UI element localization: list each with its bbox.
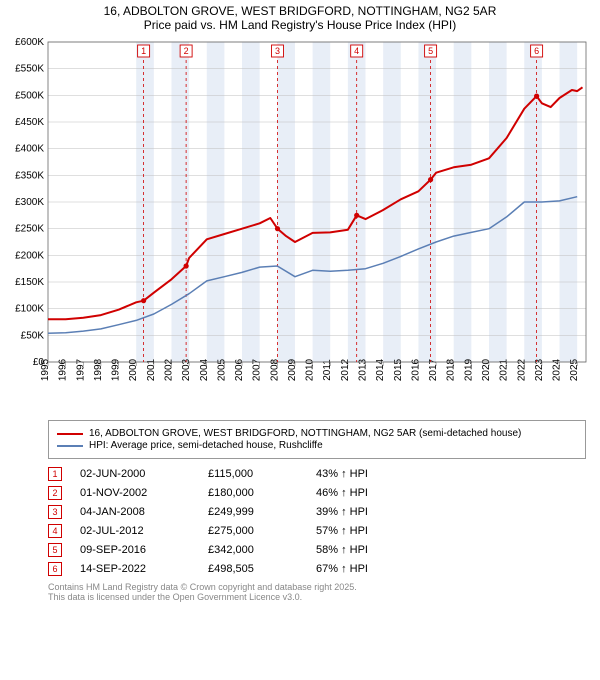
data-attribution: Contains HM Land Registry data © Crown c… <box>48 582 586 602</box>
legend-swatch <box>57 445 83 447</box>
svg-text:£250K: £250K <box>15 224 44 235</box>
legend-swatch <box>57 433 83 435</box>
transaction-marker: 3 <box>48 505 62 519</box>
title-subtitle: Price paid vs. HM Land Registry's House … <box>8 18 592 32</box>
svg-text:£500K: £500K <box>15 90 44 101</box>
svg-text:6: 6 <box>534 46 539 56</box>
transaction-row: 2 01-NOV-2002 £180,000 46% ↑ HPI <box>48 486 586 500</box>
transaction-hpi-delta: 39% ↑ HPI <box>316 506 368 518</box>
transaction-date: 02-JUN-2000 <box>80 468 190 480</box>
transaction-row: 6 14-SEP-2022 £498,505 67% ↑ HPI <box>48 562 586 576</box>
transaction-row: 1 02-JUN-2000 £115,000 43% ↑ HPI <box>48 467 586 481</box>
transaction-marker: 6 <box>48 562 62 576</box>
chart-area: £0£50K£100K£150K£200K£250K£300K£350K£400… <box>0 34 600 414</box>
svg-text:£600K: £600K <box>15 37 44 48</box>
transaction-row: 5 09-SEP-2016 £342,000 58% ↑ HPI <box>48 543 586 557</box>
transaction-date: 04-JAN-2008 <box>80 506 190 518</box>
transaction-date: 14-SEP-2022 <box>80 563 190 575</box>
svg-text:£550K: £550K <box>15 64 44 75</box>
svg-text:£150K: £150K <box>15 277 44 288</box>
svg-text:£50K: £50K <box>21 330 45 341</box>
transaction-hpi-delta: 43% ↑ HPI <box>316 468 368 480</box>
svg-text:£300K: £300K <box>15 197 44 208</box>
svg-text:1: 1 <box>141 46 146 56</box>
transaction-price: £342,000 <box>208 544 298 556</box>
svg-text:2: 2 <box>184 46 189 56</box>
price-chart-svg: £0£50K£100K£150K£200K£250K£300K£350K£400… <box>0 34 600 414</box>
transaction-date: 02-JUL-2012 <box>80 525 190 537</box>
transaction-hpi-delta: 67% ↑ HPI <box>316 563 368 575</box>
title-address: 16, ADBOLTON GROVE, WEST BRIDGFORD, NOTT… <box>8 4 592 18</box>
legend-item: 16, ADBOLTON GROVE, WEST BRIDGFORD, NOTT… <box>57 428 577 439</box>
transaction-marker: 5 <box>48 543 62 557</box>
chart-legend: 16, ADBOLTON GROVE, WEST BRIDGFORD, NOTT… <box>48 420 586 459</box>
transaction-hpi-delta: 58% ↑ HPI <box>316 544 368 556</box>
svg-text:3: 3 <box>275 46 280 56</box>
svg-text:£350K: £350K <box>15 170 44 181</box>
transaction-price: £275,000 <box>208 525 298 537</box>
svg-text:£200K: £200K <box>15 250 44 261</box>
svg-text:5: 5 <box>428 46 433 56</box>
transactions-table: 1 02-JUN-2000 £115,000 43% ↑ HPI 2 01-NOV-200… <box>48 467 586 576</box>
transaction-hpi-delta: 46% ↑ HPI <box>316 487 368 499</box>
transaction-date: 01-NOV-2002 <box>80 487 190 499</box>
svg-text:£450K: £450K <box>15 117 44 128</box>
transaction-marker: 4 <box>48 524 62 538</box>
legend-label: HPI: Average price, semi-detached house,… <box>89 440 323 451</box>
transaction-price: £115,000 <box>208 468 298 480</box>
svg-text:£400K: £400K <box>15 144 44 155</box>
footnote-line1: Contains HM Land Registry data © Crown c… <box>48 582 586 592</box>
transaction-marker: 2 <box>48 486 62 500</box>
transaction-price: £249,999 <box>208 506 298 518</box>
footnote-line2: This data is licensed under the Open Gov… <box>48 592 586 602</box>
transaction-marker: 1 <box>48 467 62 481</box>
transaction-price: £498,505 <box>208 563 298 575</box>
transaction-date: 09-SEP-2016 <box>80 544 190 556</box>
svg-text:£100K: £100K <box>15 304 44 315</box>
chart-header: 16, ADBOLTON GROVE, WEST BRIDGFORD, NOTT… <box>0 0 600 34</box>
svg-text:4: 4 <box>354 46 359 56</box>
legend-label: 16, ADBOLTON GROVE, WEST BRIDGFORD, NOTT… <box>89 428 521 439</box>
legend-item: HPI: Average price, semi-detached house,… <box>57 440 577 451</box>
transaction-hpi-delta: 57% ↑ HPI <box>316 525 368 537</box>
transaction-row: 4 02-JUL-2012 £275,000 57% ↑ HPI <box>48 524 586 538</box>
transaction-price: £180,000 <box>208 487 298 499</box>
transaction-row: 3 04-JAN-2008 £249,999 39% ↑ HPI <box>48 505 586 519</box>
